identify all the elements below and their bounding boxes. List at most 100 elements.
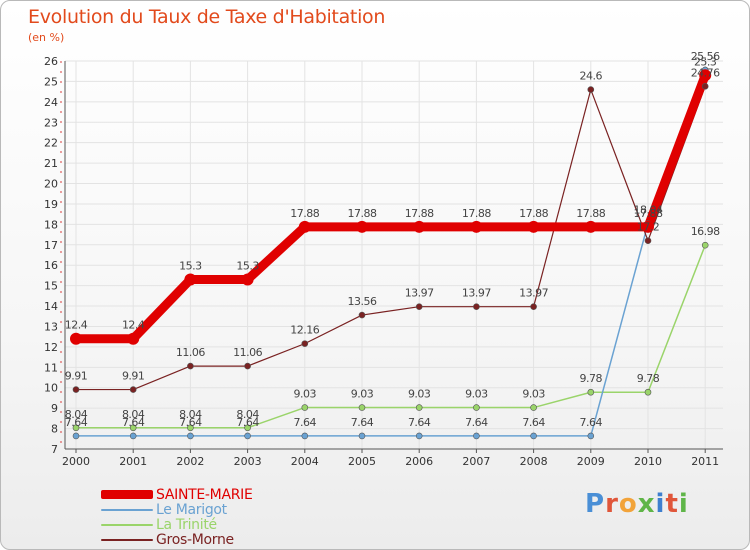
data-point [129,424,137,432]
data-point [470,220,483,233]
data-point [70,332,82,345]
axes: 7 8 9 10 11 12 13 14 15 16 17 18 19 20 21 22 23 24 25 26 200… [44,55,723,468]
data-label: 17.88 [576,207,605,220]
chart-unit: (en %) [28,31,65,44]
data-label: 8.04 [122,408,145,421]
data-label: 9.03 [465,388,488,401]
logo-letter: o [618,489,638,519]
x-tick-label: 2004 [291,455,319,468]
x-tick-label: 2005 [348,455,376,468]
legend-label: SAINTE-MARIE [156,486,253,503]
data-label: 17.88 [348,207,377,220]
data-point [187,432,194,440]
data-label: 24.6 [580,70,603,83]
y-tick-label: 21 [44,157,58,170]
series-line-la-trinit- [75,244,706,429]
data-point [301,404,309,411]
data-label: 9.91 [65,370,88,383]
legend-swatch [101,508,153,511]
data-point [129,386,137,393]
y-tick-label: 11 [44,361,58,374]
data-point [530,404,537,411]
data-label: 13.56 [348,295,377,308]
y-tick-label: 8 [51,423,58,436]
legend-swatch [101,490,153,499]
data-point [473,303,480,310]
data-label: 9.03 [522,388,545,401]
data-point [701,241,709,249]
data-point [184,273,197,286]
data-label: 7.64 [294,416,317,429]
data-point [358,404,366,411]
chart-title: Evolution du Taux de Taxe d'Habitation [28,6,386,28]
data-point [187,362,194,370]
y-tick-label: 22 [44,137,58,150]
data-label: 9.78 [580,372,603,385]
data-label: 9.91 [122,370,145,383]
data-label: 7.64 [351,416,374,429]
logo-letter: i [678,489,689,519]
series-lines [70,66,712,440]
data-label: 15.3 [179,260,202,273]
legend-swatch [101,523,153,526]
y-tick-label: 19 [44,198,58,211]
data-label: 17.88 [405,207,434,220]
data-point [527,220,540,233]
data-label: 17.88 [462,207,491,220]
data-label: 13.97 [519,287,548,300]
data-point [413,220,426,233]
y-tick-label: 26 [44,55,58,68]
data-label: 16.98 [691,225,720,238]
data-label: 17.88 [519,207,548,220]
data-point [473,404,480,411]
logo-letter: P [585,489,606,519]
logo-letter: x [637,489,656,519]
legend-item: La Trinité [101,516,253,533]
data-label: 17.88 [290,207,319,220]
data-label: 9.03 [408,388,431,401]
data-point [72,424,80,432]
data-label: 8.04 [179,408,202,421]
data-label: 25.56 [691,50,720,63]
data-label: 12.4 [65,319,88,332]
legend-label: Le Marigot [156,501,227,518]
data-label: 9.78 [637,372,660,385]
data-point [644,237,652,245]
x-tick-label: 2010 [634,455,662,468]
data-point [298,220,311,233]
x-tick-label: 2011 [691,455,719,468]
data-point [244,362,251,370]
data-label: 7.64 [236,416,259,429]
data-point [301,340,309,347]
data-label: 8.04 [65,408,88,421]
legend: SAINTE-MARIE Le Marigot La Trinité Gros-Mor… [101,486,253,548]
legend-label: La Trinité [156,516,217,533]
data-point [699,69,712,82]
data-point [587,86,595,93]
data-label: 9.03 [351,388,374,401]
x-tick-label: 2001 [119,455,147,468]
data-point [358,311,366,319]
y-tick-label: 15 [44,280,58,293]
data-point [127,332,140,345]
data-point [530,303,537,310]
data-label: 11.06 [233,346,262,359]
x-tick-label: 2008 [520,455,548,468]
data-point [530,432,537,440]
data-point [415,303,423,310]
x-tick-label: 2007 [462,455,490,468]
y-tick-label: 24 [44,96,58,109]
y-tick-label: 10 [44,382,58,395]
data-point [642,220,654,233]
data-label: 15.3 [236,260,259,273]
logo-letter: r [605,489,619,519]
data-point [473,432,480,440]
data-label: 12.4 [122,319,145,332]
y-tick-label: 23 [44,116,58,129]
data-point [241,273,254,286]
data-label: 7.64 [465,416,488,429]
data-label: 12.16 [290,324,319,337]
series-line-sainte-marie [71,70,710,344]
